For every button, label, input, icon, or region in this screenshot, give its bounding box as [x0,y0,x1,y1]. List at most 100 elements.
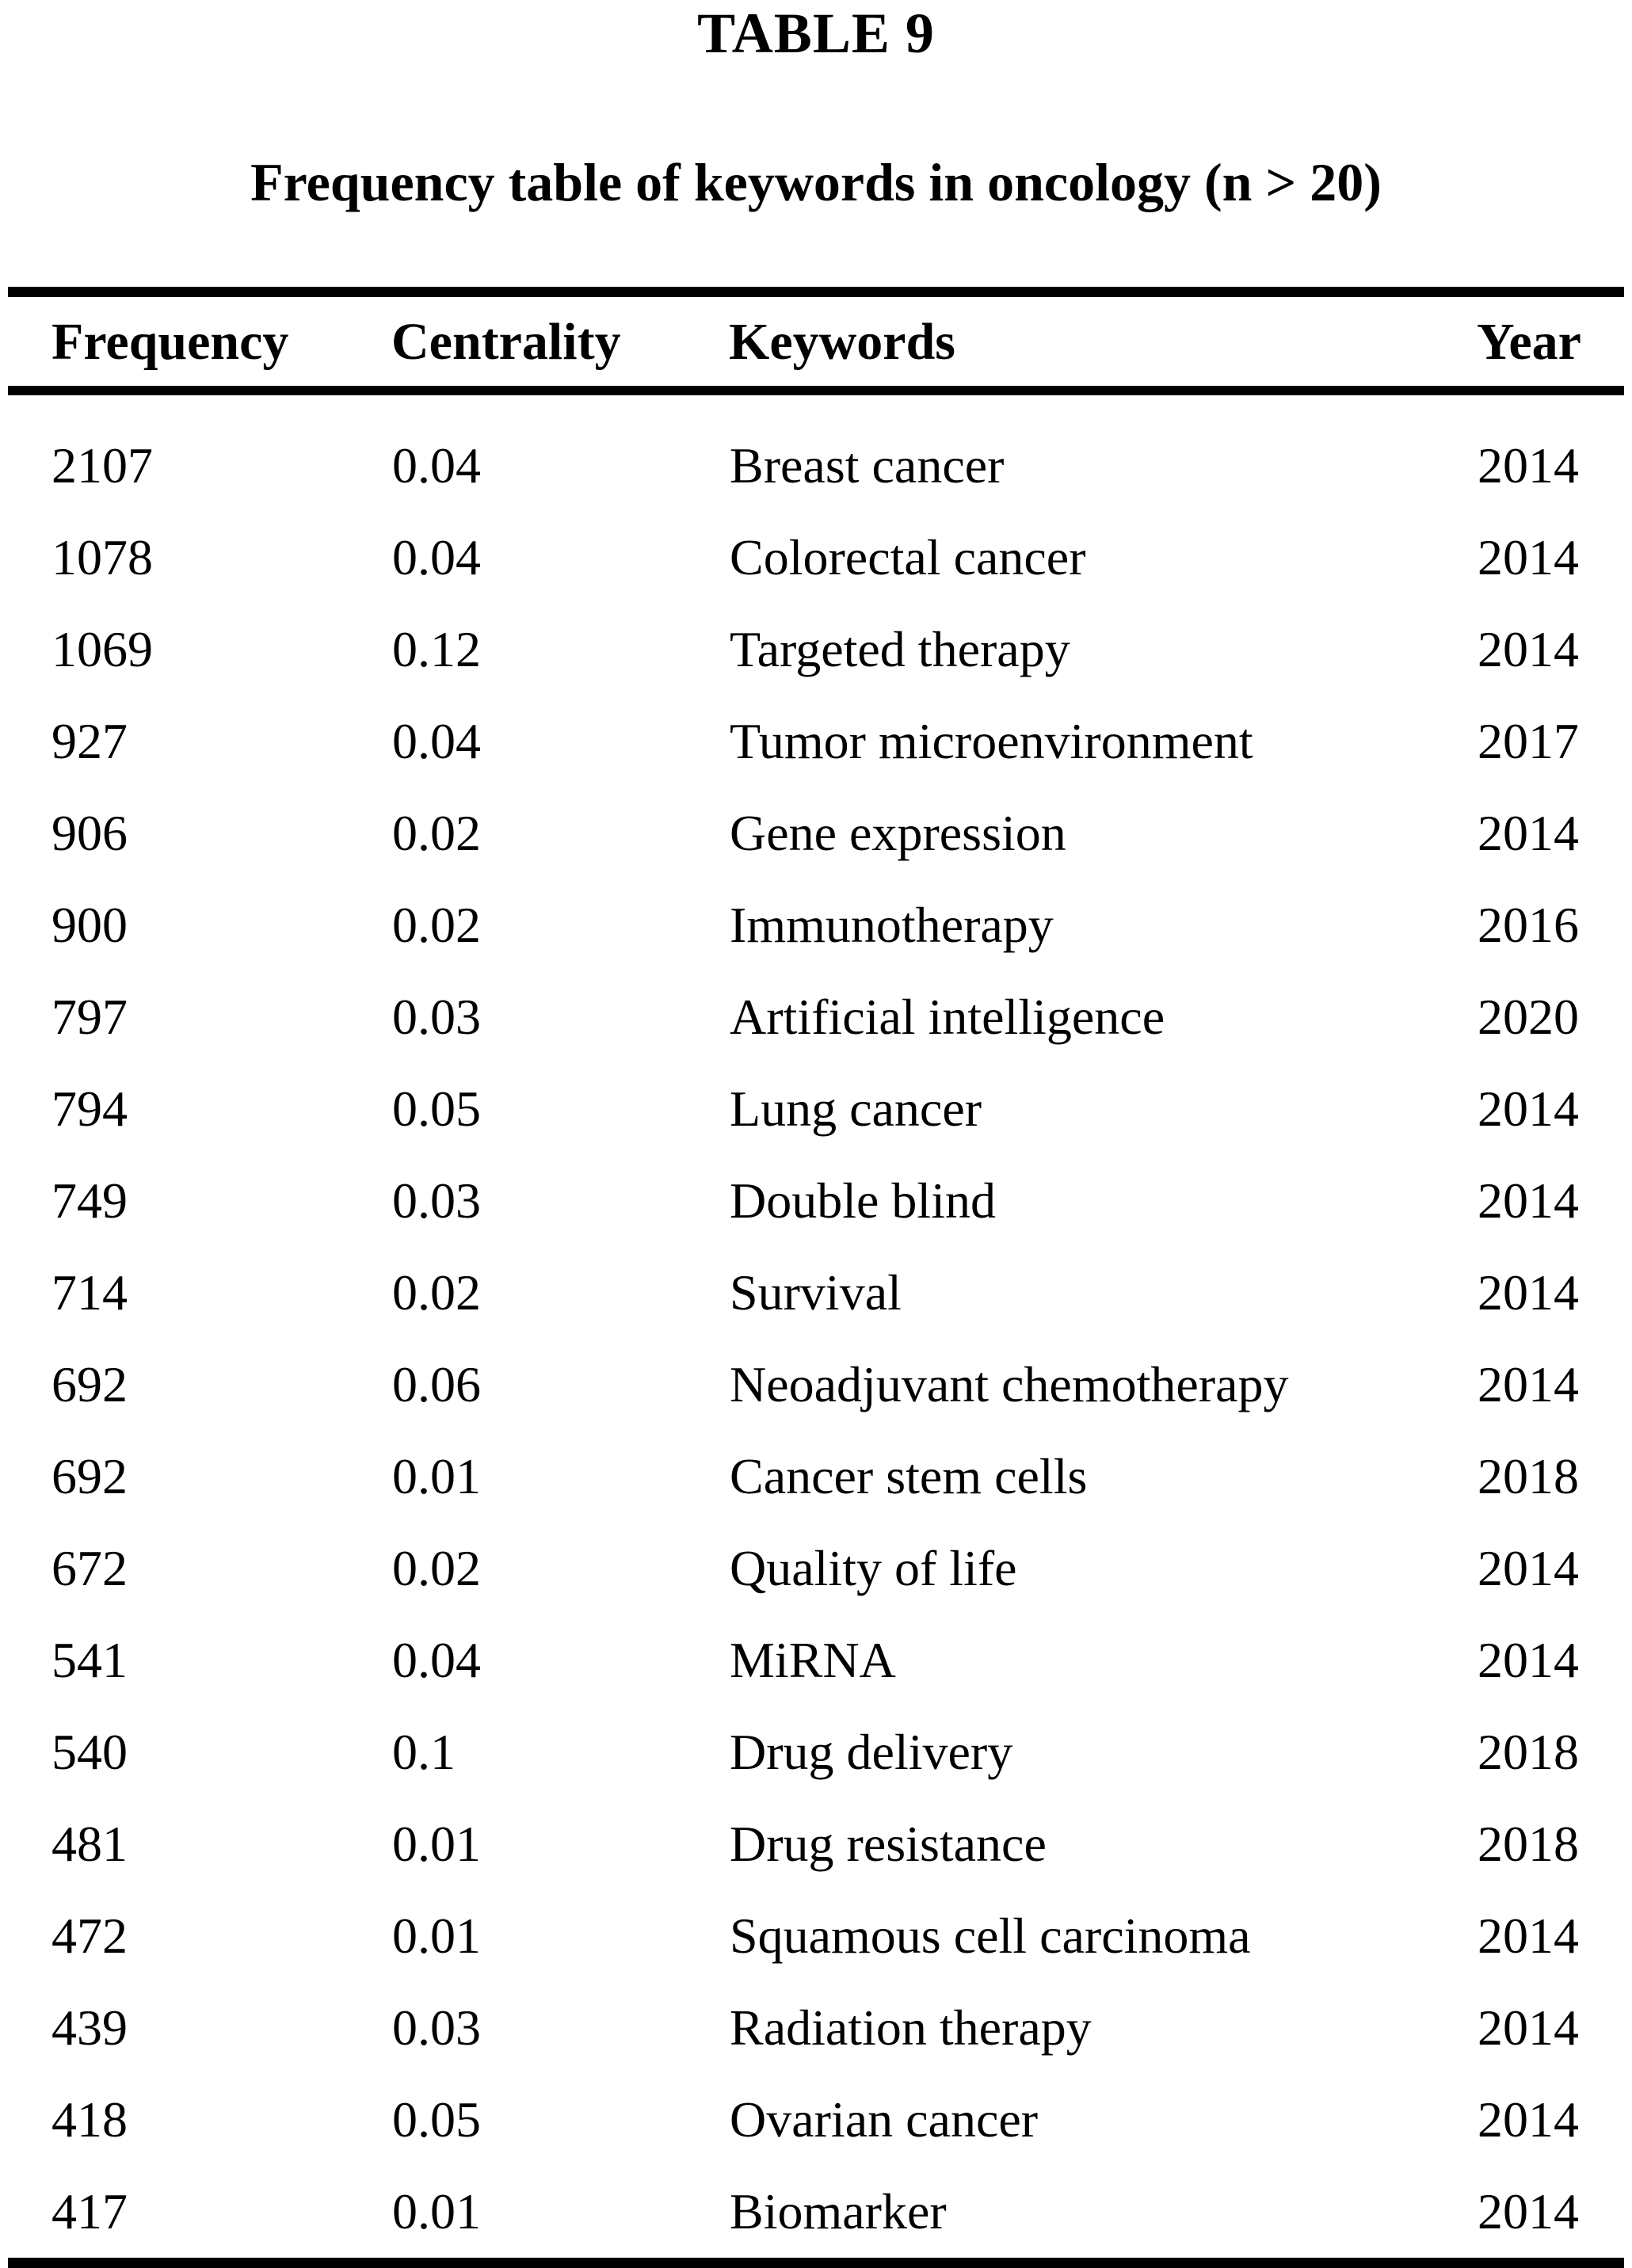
table-row: 692 0.01 Cancer stem cells 2018 [8,1431,1624,1523]
table-row: 749 0.03 Double blind 2014 [8,1155,1624,1247]
cell-frequency: 417 [51,2183,128,2239]
table-row: 1078 0.04 Colorectal cancer 2014 [8,512,1624,604]
cell-centrality: 0.04 [392,1632,481,1688]
cell-centrality: 0.1 [392,1724,456,1780]
cell-frequency: 540 [51,1724,128,1780]
cell-year: 2018 [1478,1724,1579,1780]
cell-centrality: 0.12 [392,621,481,677]
cell-frequency: 1069 [51,621,153,677]
cell-keywords: Double blind [730,1172,996,1229]
table-row: 417 0.01 Biomarker 2014 [8,2166,1624,2263]
cell-frequency: 2107 [51,437,153,494]
cell-year: 2020 [1478,989,1579,1045]
cell-keywords: MiRNA [730,1632,896,1688]
cell-year: 2014 [1478,1632,1579,1688]
cell-year: 2014 [1478,2183,1579,2239]
cell-year: 2014 [1478,529,1579,585]
cell-year: 2014 [1478,437,1579,494]
cell-centrality: 0.01 [392,2183,481,2239]
cell-year: 2014 [1478,621,1579,677]
cell-keywords: Quality of life [730,1540,1017,1596]
table-row: 797 0.03 Artificial intelligence 2020 [8,971,1624,1063]
cell-frequency: 439 [51,1999,128,2056]
table-row: 672 0.02 Quality of life 2014 [8,1523,1624,1614]
cell-frequency: 541 [51,1632,128,1688]
cell-keywords: Squamous cell carcinoma [730,1908,1251,1964]
table-row: 418 0.05 Ovarian cancer 2014 [8,2074,1624,2166]
column-header-keywords: Keywords [729,292,1477,395]
cell-year: 2014 [1478,805,1579,861]
cell-centrality: 0.05 [392,1081,481,1137]
cell-centrality: 0.03 [392,989,481,1045]
cell-keywords: Breast cancer [730,437,1005,494]
cell-frequency: 900 [51,897,128,953]
cell-centrality: 0.01 [392,1908,481,1964]
cell-year: 2016 [1478,897,1579,953]
cell-frequency: 714 [51,1264,128,1321]
cell-centrality: 0.04 [392,529,481,585]
column-header-frequency: Frequency [8,292,391,395]
cell-keywords: Neoadjuvant chemotherapy [730,1356,1289,1412]
cell-year: 2014 [1478,1081,1579,1137]
cell-frequency: 692 [51,1356,128,1412]
cell-frequency: 906 [51,805,128,861]
cell-frequency: 418 [51,2091,128,2148]
table-row: 2107 0.04 Breast cancer 2014 [8,391,1624,512]
cell-keywords: Drug resistance [730,1816,1047,1872]
cell-year: 2014 [1478,2091,1579,2148]
cell-centrality: 0.02 [392,897,481,953]
cell-centrality: 0.02 [392,1540,481,1596]
cell-year: 2014 [1478,1356,1579,1412]
cell-keywords: Radiation therapy [730,1999,1092,2056]
table-row: 714 0.02 Survival 2014 [8,1247,1624,1339]
cell-keywords: Biomarker [730,2183,947,2239]
cell-year: 2014 [1478,1172,1579,1229]
table-row: 906 0.02 Gene expression 2014 [8,787,1624,879]
cell-year: 2018 [1478,1448,1579,1504]
cell-frequency: 797 [51,989,128,1045]
keywords-frequency-table: Frequency Centrality Keywords Year 2107 0.04… [8,287,1624,2268]
cell-year: 2018 [1478,1816,1579,1872]
table-row: 439 0.03 Radiation therapy 2014 [8,1982,1624,2074]
cell-centrality: 0.06 [392,1356,481,1412]
cell-frequency: 1078 [51,529,153,585]
cell-year: 2014 [1478,1264,1579,1321]
cell-keywords: Colorectal cancer [730,529,1086,585]
table-row: 472 0.01 Squamous cell carcinoma 2014 [8,1890,1624,1982]
table-caption: Frequency table of keywords in oncology … [250,152,1382,212]
cell-keywords: Artificial intelligence [730,989,1165,1045]
cell-frequency: 472 [51,1908,128,1964]
cell-centrality: 0.04 [392,713,481,769]
cell-keywords: Gene expression [730,805,1066,861]
cell-frequency: 794 [51,1081,128,1137]
table-row: 794 0.05 Lung cancer 2014 [8,1063,1624,1155]
cell-frequency: 481 [51,1816,128,1872]
cell-year: 2014 [1478,1540,1579,1596]
table-row: 900 0.02 Immunotherapy 2016 [8,879,1624,971]
cell-keywords: Immunotherapy [730,897,1054,953]
column-header-year: Year [1477,292,1624,395]
cell-keywords: Survival [730,1264,902,1321]
cell-centrality: 0.05 [392,2091,481,2148]
cell-keywords: Targeted therapy [730,621,1070,677]
table-row: 540 0.1 Drug delivery 2018 [8,1706,1624,1798]
cell-centrality: 0.03 [392,1999,481,2056]
cell-centrality: 0.02 [392,805,481,861]
cell-centrality: 0.01 [392,1816,481,1872]
cell-frequency: 672 [51,1540,128,1596]
table-row: 1069 0.12 Targeted therapy 2014 [8,604,1624,696]
cell-keywords: Cancer stem cells [730,1448,1088,1504]
cell-keywords: Tumor microenvironment [730,713,1253,769]
table-row: 927 0.04 Tumor microenvironment 2017 [8,696,1624,787]
cell-frequency: 927 [51,713,128,769]
cell-frequency: 749 [51,1172,128,1229]
cell-centrality: 0.04 [392,437,481,494]
cell-centrality: 0.01 [392,1448,481,1504]
table-body: 2107 0.04 Breast cancer 2014 1078 0.04 Colorec… [8,391,1624,2263]
cell-keywords: Ovarian cancer [730,2091,1039,2148]
header-row: Frequency Centrality Keywords Year [8,292,1624,395]
table-row: 481 0.01 Drug resistance 2018 [8,1798,1624,1890]
cell-year: 2017 [1478,713,1579,769]
cell-centrality: 0.02 [392,1264,481,1321]
